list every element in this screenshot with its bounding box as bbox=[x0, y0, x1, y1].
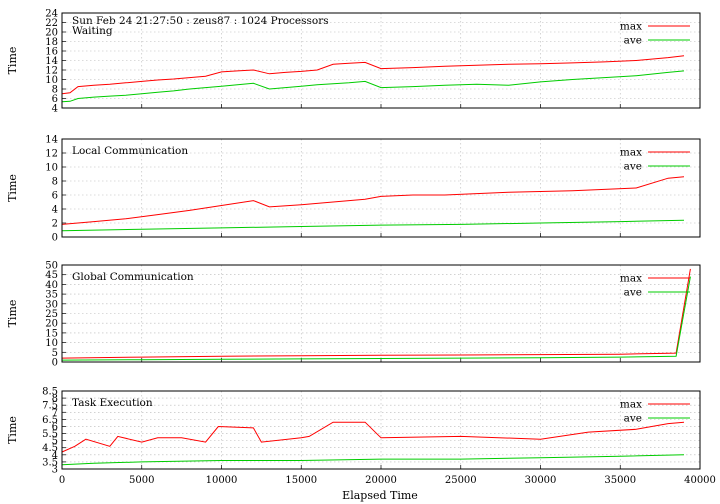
y-tick-label: 8 bbox=[52, 85, 58, 96]
y-tick-label: 4 bbox=[52, 450, 58, 461]
y-tick-label: 6 bbox=[52, 422, 58, 433]
x-axis-label: Elapsed Time bbox=[342, 489, 418, 502]
series-line-max bbox=[61, 55, 685, 95]
series-line-max bbox=[61, 176, 685, 225]
legend-label-max: max bbox=[620, 273, 642, 285]
legend-label-max: max bbox=[620, 21, 642, 33]
y-tick-label: 10 bbox=[45, 75, 58, 86]
legend-label-ave: ave bbox=[624, 161, 642, 173]
y-axis-label: Time bbox=[6, 47, 19, 75]
x-tick-label: 15000 bbox=[285, 475, 317, 486]
series-line-ave bbox=[61, 219, 685, 232]
y-tick-label: 12 bbox=[45, 66, 58, 77]
plot-frame bbox=[61, 12, 701, 109]
y-tick-label: 16 bbox=[45, 47, 58, 58]
y-tick-label: 6.5 bbox=[42, 415, 58, 426]
y-tick-label: 3 bbox=[52, 465, 58, 476]
y-tick-label: 6 bbox=[52, 191, 58, 202]
y-tick-label: 14 bbox=[45, 135, 58, 146]
series-line-ave bbox=[61, 276, 691, 361]
y-tick-label: 10 bbox=[45, 338, 58, 349]
panel-title: Task Execution bbox=[72, 397, 153, 409]
y-tick-label: 3.5 bbox=[42, 457, 58, 468]
panel-title: Waiting bbox=[72, 25, 113, 37]
panel-title: Local Communication bbox=[72, 145, 188, 157]
x-tick-label: 10000 bbox=[206, 475, 238, 486]
y-tick-label: 35 bbox=[45, 290, 58, 301]
x-tick-label: 25000 bbox=[445, 475, 477, 486]
figure-header: Sun Feb 24 21:27:50 : zeus87 : 1024 Proc… bbox=[72, 15, 329, 27]
y-tick-label: 8 bbox=[52, 177, 58, 188]
y-tick-label: 20 bbox=[45, 28, 58, 39]
y-tick-label: 5.5 bbox=[42, 429, 58, 440]
y-axis-label: Time bbox=[6, 300, 19, 328]
y-tick-label: 14 bbox=[45, 56, 58, 67]
plot-frame bbox=[61, 138, 701, 238]
y-tick-label: 7 bbox=[52, 408, 58, 419]
y-tick-label: 18 bbox=[45, 37, 58, 48]
y-tick-label: 5 bbox=[52, 348, 58, 359]
y-tick-label: 2 bbox=[52, 219, 58, 230]
panel-title: Global Communication bbox=[72, 271, 194, 283]
y-tick-label: 50 bbox=[45, 261, 58, 272]
y-tick-label: 40 bbox=[45, 280, 58, 291]
series-line-ave bbox=[61, 454, 685, 466]
legend-label-ave: ave bbox=[624, 413, 642, 425]
y-tick-label: 4.5 bbox=[42, 443, 58, 454]
y-tick-label: 4 bbox=[52, 104, 58, 115]
series-line-max bbox=[61, 268, 691, 359]
y-tick-label: 6 bbox=[52, 94, 58, 105]
y-tick-label: 15 bbox=[45, 328, 58, 339]
y-tick-label: 8.5 bbox=[42, 387, 58, 398]
x-tick-label: 40000 bbox=[684, 475, 716, 486]
y-tick-label: 5 bbox=[52, 436, 58, 447]
y-axis-label: Time bbox=[6, 416, 19, 444]
x-tick-label: 35000 bbox=[604, 475, 636, 486]
plot-frame bbox=[61, 264, 701, 363]
y-tick-label: 45 bbox=[45, 270, 58, 281]
y-tick-label: 24 bbox=[45, 9, 58, 20]
y-axis-label: Time bbox=[6, 174, 19, 202]
y-tick-label: 25 bbox=[45, 309, 58, 320]
legend-label-ave: ave bbox=[624, 35, 642, 47]
y-tick-label: 0 bbox=[52, 358, 58, 369]
series-line-max bbox=[61, 421, 685, 453]
chart-panel-4: 33.544.555.566.577.588.5 Task Execution Ti… bbox=[6, 387, 716, 487]
legend-label-max: max bbox=[620, 399, 642, 411]
x-tick-label: 30000 bbox=[525, 475, 557, 486]
x-tick-label: 5000 bbox=[129, 475, 154, 486]
series-line-ave bbox=[61, 70, 685, 103]
chart-panel-2: 0 2 4 6 8 10 12 14 Local Communication Time max ave bbox=[6, 135, 701, 244]
y-tick-label: 12 bbox=[45, 149, 58, 160]
chart-panels: 4681012141618202224WaitingTimemaxave0246… bbox=[6, 9, 716, 487]
y-tick-label: 7.5 bbox=[42, 401, 58, 412]
y-tick-label: 10 bbox=[45, 163, 58, 174]
x-tick-label: 20000 bbox=[365, 475, 397, 486]
y-tick-label: 0 bbox=[52, 233, 58, 244]
y-tick-label: 4 bbox=[52, 205, 58, 216]
plot-frame bbox=[61, 390, 701, 470]
y-tick-label: 22 bbox=[45, 18, 58, 29]
legend-label-ave: ave bbox=[624, 287, 642, 299]
y-tick-label: 30 bbox=[45, 299, 58, 310]
x-tick-label: 0 bbox=[59, 475, 65, 486]
legend-label-max: max bbox=[620, 147, 642, 159]
y-tick-label: 20 bbox=[45, 319, 58, 330]
y-tick-label: 8 bbox=[52, 394, 58, 405]
